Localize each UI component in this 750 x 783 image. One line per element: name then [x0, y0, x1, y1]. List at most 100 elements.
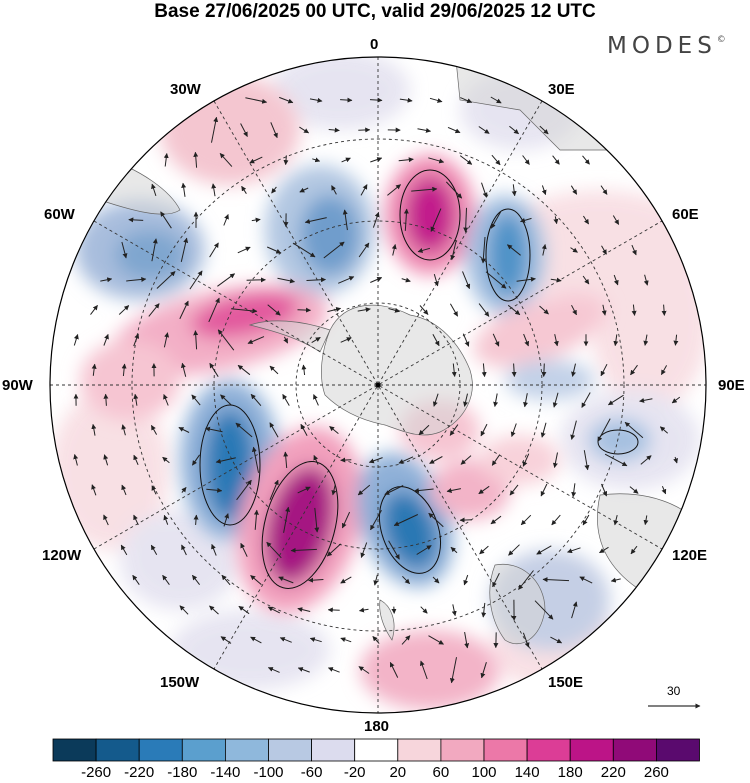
lon-label-180: 180 [364, 718, 390, 735]
wind-arrow [73, 454, 79, 466]
wind-arrow [417, 127, 431, 133]
lon-label-150w: 150W [160, 674, 200, 691]
wind-arrow [462, 333, 470, 347]
wind-arrow [553, 216, 559, 225]
wind-arrow [91, 484, 97, 496]
wind-arrow [446, 488, 461, 493]
colorbar-tick-label: -20 [343, 764, 366, 781]
wind-arrow [509, 484, 519, 496]
wind-arrow [552, 452, 558, 468]
wind-arrow [480, 423, 488, 437]
wind-arrow [217, 329, 235, 351]
wind-arrow [282, 393, 290, 406]
wind-arrow [193, 330, 199, 350]
wind-arrow [464, 632, 470, 649]
wind-arrow [162, 574, 170, 585]
wind-arrow [181, 544, 187, 556]
wind-arrow [306, 277, 326, 283]
wind-arrow [342, 209, 348, 231]
wind-arrow [193, 151, 199, 168]
wind-arrow [450, 546, 458, 554]
wind-arrow [191, 454, 201, 466]
brand-logo: MODES© [607, 33, 726, 59]
wind-arrow [597, 418, 611, 442]
wind-arrow [299, 187, 309, 193]
wind-arrow [267, 304, 281, 316]
wind-arrow [582, 275, 590, 285]
wind-arrow [163, 394, 169, 406]
wind-arrow [536, 545, 552, 555]
wind-arrow [292, 242, 316, 258]
wind-arrow [516, 276, 536, 282]
wind-arrow [311, 336, 321, 344]
wind-arrow [552, 392, 559, 408]
wind-arrow [206, 487, 223, 493]
wind-arrow [179, 605, 189, 615]
wind-arrow [253, 509, 259, 530]
wind-arrow [463, 393, 468, 407]
wind-arrow [313, 454, 319, 465]
wind-arrow [630, 364, 638, 376]
wind-arrow [402, 575, 410, 585]
wind-arrow [314, 507, 320, 533]
wind-arrow [600, 185, 608, 195]
wind-arrow [447, 126, 461, 134]
wind-arrow [328, 127, 340, 133]
wind-arrow [323, 241, 345, 259]
wind-arrow [540, 422, 547, 438]
wind-arrow [279, 637, 292, 643]
colorbar-swatch [569, 738, 614, 762]
wind-arrow [419, 305, 429, 315]
wind-arrow [659, 426, 669, 434]
wind-arrow [522, 632, 530, 648]
wind-arrow [340, 337, 352, 343]
wind-arrow [480, 236, 486, 264]
colorbar-tick-label: -180 [167, 764, 198, 781]
wind-arrow [358, 666, 370, 674]
lon-label-60w: 60W [44, 206, 75, 223]
wind-arrow [338, 276, 355, 284]
wind-arrow [481, 363, 487, 378]
wind-arrow [91, 423, 97, 436]
colorbar-swatch [95, 738, 140, 762]
map-disk [50, 57, 706, 713]
wind-arrow [312, 157, 321, 163]
wind-arrow [217, 273, 236, 287]
wind-arrow [245, 97, 268, 104]
wind-arrow [411, 186, 438, 192]
wind-arrow [631, 304, 637, 316]
lon-label-90e: 90E [718, 377, 745, 394]
wind-arrow [391, 244, 397, 256]
wind-arrow [237, 364, 251, 376]
wind-arrow [451, 604, 457, 617]
lon-label-60e: 60E [672, 206, 699, 223]
wind-arrow [399, 97, 413, 103]
wind-arrow [357, 484, 371, 496]
wind-arrow [671, 396, 681, 404]
colorbar-swatch [354, 738, 399, 762]
wind-arrow [103, 514, 109, 526]
wind-arrow [211, 183, 217, 197]
wind-arrow [341, 157, 351, 163]
wind-arrow [358, 242, 370, 258]
colorbar-tick-label: -220 [124, 764, 155, 781]
wind-arrow [297, 667, 310, 673]
wind-arrow [373, 574, 379, 586]
wind-arrow [360, 542, 368, 558]
wind-arrow [236, 479, 252, 501]
wind-arrow [398, 157, 414, 163]
wind-arrow [601, 483, 608, 497]
wind-arrow [368, 457, 383, 464]
wind-arrow [309, 637, 322, 643]
wind-arrow [297, 607, 311, 612]
wind-arrow [660, 365, 668, 376]
wind-arrow [329, 426, 339, 434]
wind-arrow [418, 424, 430, 436]
wind-arrow [518, 570, 534, 590]
wind-arrow [507, 304, 521, 316]
wind-arrow [491, 454, 501, 466]
wind-arrow [523, 333, 530, 347]
wind-arrow [357, 307, 371, 313]
lon-label-0: 0 [370, 36, 379, 53]
